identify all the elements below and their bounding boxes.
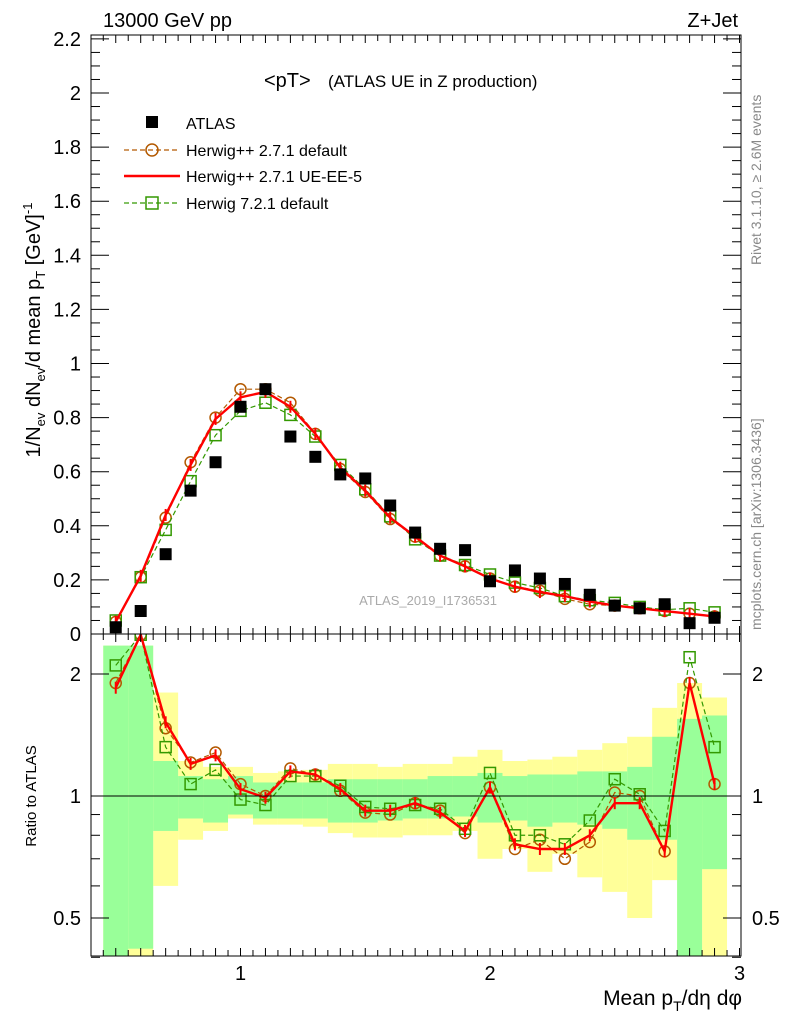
ratio-y-axis-label: Ratio to ATLAS (23, 745, 40, 846)
main-herwig-7-2-1-default-point (259, 396, 272, 409)
main-atlas-point (608, 599, 621, 612)
tick-label: 1 (70, 354, 81, 376)
ratio-uncertainty-bands (103, 645, 728, 956)
tick-label: 3 (734, 963, 745, 985)
ratio-herwig-7-2-1-default-point (608, 772, 621, 786)
tick-label: 1.2 (53, 299, 81, 321)
ratio-herwig-7-2-1-default-point (184, 777, 197, 791)
tick-label: 1.8 (53, 137, 81, 159)
legend-herwig7-label: Herwig 7.2.1 default (186, 196, 329, 213)
main-atlas-point (284, 430, 297, 443)
main-atlas-point (558, 577, 571, 590)
main-atlas-point (159, 548, 172, 561)
tick-label: 0.5 (752, 908, 780, 930)
energy-label: 13000 GeV pp (103, 10, 232, 32)
main-herwig-7-2-1-default-point (209, 428, 222, 442)
ratio-panel-data (109, 634, 721, 866)
main-atlas-point (234, 400, 247, 413)
main-atlas-point (409, 526, 422, 539)
legend-atlas-label: ATLAS (186, 116, 236, 133)
legend: ATLAS Herwig++ 2.7.1 default Herwig++ 2.… (124, 116, 362, 213)
main-atlas-point (658, 598, 671, 611)
main-herwig-2-7-1-ue-ee-5-line (114, 390, 715, 623)
main-atlas-point (259, 383, 272, 396)
ratio-herwig-7-2-1-default-point (683, 650, 696, 664)
ratio-frame (90, 633, 742, 957)
ratio-band-green (552, 774, 578, 823)
ratio-band-green (477, 772, 503, 823)
main-atlas-point (459, 544, 472, 557)
tick-label: 0.6 (53, 462, 81, 484)
tick-label: 0.8 (53, 408, 81, 430)
main-atlas-point (434, 542, 447, 555)
ratio-herwig-7-2-1-default-point (533, 829, 547, 842)
x-axis-label: Mean pT/dη dφ (603, 987, 742, 1014)
tick-label: 1 (235, 963, 246, 985)
tick-label: 1 (70, 786, 81, 808)
rivet-version-label: Rivet 3.1.10, ≥ 2.6M events (748, 95, 764, 265)
legend-herwigpp-ueee5-label: Herwig++ 2.7.1 UE-EE-5 (186, 169, 362, 186)
mcplots-reference-label: mcplots.cern.ch [arXiv:1306.3436] (748, 418, 764, 630)
ratio-band-green (128, 645, 154, 949)
ratio-band-green (702, 715, 728, 870)
main-atlas-point (184, 484, 197, 497)
tick-label: 0.5 (53, 908, 81, 930)
ratio-band-green (577, 771, 603, 825)
ratio-herwig-7-2-1-default-point (483, 766, 497, 780)
ratio-band-green (302, 782, 328, 819)
ratio-band-green (527, 774, 553, 827)
main-atlas-point (683, 617, 696, 630)
chart-title: <pT> (264, 70, 311, 92)
tick-label: 2.2 (53, 29, 81, 51)
ratio-herwig-7-2-1-default-point (109, 659, 122, 672)
main-atlas-point (708, 611, 721, 624)
process-label: Z+Jet (687, 10, 738, 32)
tick-label: 0.4 (53, 516, 81, 538)
legend-herwigpp-default-marker (145, 143, 159, 157)
tick-label: 2 (70, 664, 81, 686)
main-panel-data (109, 382, 721, 634)
main-y-axis-label: 1/Nev dNev/d mean pT [GeV]-1 (20, 203, 48, 458)
tick-label: 1.6 (53, 191, 81, 213)
ratio-band-green (277, 782, 303, 819)
legend-atlas-marker (146, 116, 158, 128)
main-atlas-point (533, 572, 546, 585)
main-atlas-point (134, 605, 147, 618)
ratio-herwig-7-2-1-default-point (583, 814, 597, 827)
tick-label: 0 (70, 624, 81, 646)
main-atlas-point (633, 602, 646, 615)
ratio-herwig-7-2-1-default-point (658, 824, 671, 838)
analysis-watermark: ATLAS_2019_I1736531 (359, 593, 497, 608)
tick-label: 1 (752, 786, 763, 808)
tick-label: 2 (752, 664, 763, 686)
ratio-band-green (228, 776, 253, 815)
tick-label: 2 (70, 83, 81, 105)
legend-herwigpp-default-label: Herwig++ 2.7.1 default (186, 143, 348, 160)
main-atlas-point (384, 499, 397, 512)
main-atlas-point (209, 456, 222, 469)
axis-ticks: 0 0.2 0.4 0.6 0.8 1 1.2 1.4 1.6 1.8 2 2.2 1 2 3 0.5 0.5 1… (53, 29, 780, 985)
ratio-herwig-7-2-1-default-point (159, 740, 172, 754)
main-atlas-point (583, 588, 596, 601)
tick-label: 2 (484, 963, 495, 985)
legend-herwig7-marker (145, 196, 159, 210)
main-atlas-point (508, 564, 521, 577)
ratio-herwig-7-2-1-default-point (209, 763, 222, 777)
main-atlas-point (309, 450, 322, 463)
tick-label: 0.2 (53, 570, 81, 592)
tick-label: 1.4 (53, 245, 81, 267)
chart-subtitle: (ATLAS UE in Z production) (328, 72, 537, 91)
main-atlas-point (484, 575, 496, 588)
ratio-herwig-7-2-1-default-point (708, 740, 721, 754)
ratio-band-green (178, 776, 204, 819)
ratio-band-green (103, 645, 129, 956)
main-atlas-point (334, 468, 347, 481)
main-herwig-2-7-1-default-line (115, 388, 715, 623)
ratio-band-green (203, 779, 229, 823)
main-atlas-point (359, 472, 372, 485)
ratio-band-green (677, 718, 703, 956)
